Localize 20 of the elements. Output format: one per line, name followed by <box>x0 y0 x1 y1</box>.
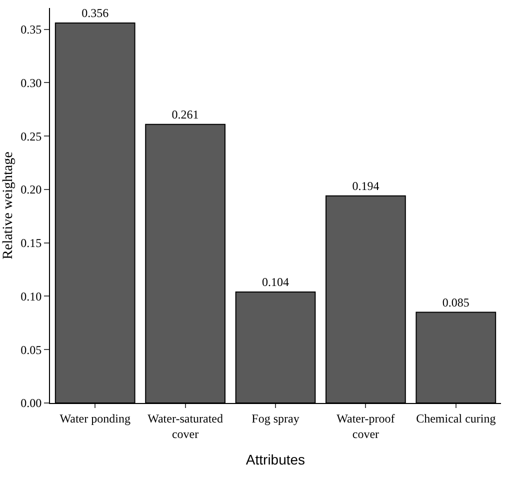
data-label: 0.085 <box>442 295 470 310</box>
y-tick-label: 0.30 <box>20 76 42 90</box>
y-tick-label: 0.10 <box>20 289 42 304</box>
data-label: 0.194 <box>352 178 380 193</box>
y-tick-label: 0.05 <box>20 342 42 357</box>
y-tick-label: 0.20 <box>20 182 42 197</box>
x-tick-label: Water-saturated cover <box>148 411 224 441</box>
x-tick-label: Fog spray <box>252 411 300 426</box>
y-tick-label: 0.00 <box>20 396 42 410</box>
y-tick-label: 0.15 <box>20 236 42 250</box>
x-tick-label: Water ponding <box>60 411 130 426</box>
y-tick-label: 0.35 <box>20 22 42 37</box>
data-label: 0.261 <box>172 107 199 122</box>
x-tick-label: Water-proof cover <box>336 411 395 441</box>
x-axis-title: Attributes <box>246 451 306 468</box>
data-label: 0.356 <box>82 6 109 20</box>
y-tick-label: 0.25 <box>20 129 42 144</box>
y-axis-title: Relative weightage <box>1 152 16 260</box>
x-tick-label: Chemical curing <box>416 411 496 426</box>
data-label: 0.104 <box>262 274 289 289</box>
